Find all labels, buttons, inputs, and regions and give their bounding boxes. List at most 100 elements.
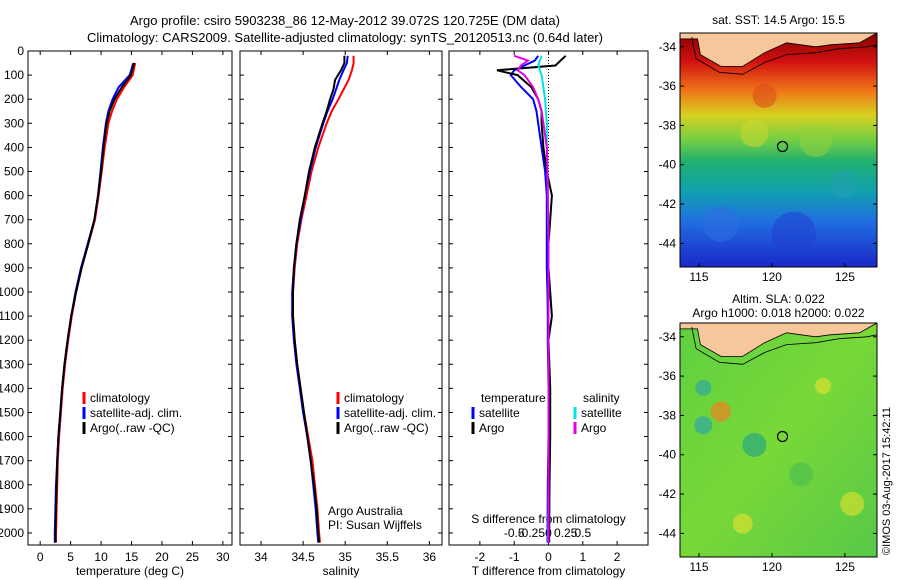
depth-tick-label: 2000 <box>0 526 24 540</box>
sla-blob <box>815 377 832 394</box>
map-x-tick-label: 115 <box>689 270 708 284</box>
depth-tick-label: 1200 <box>0 333 24 347</box>
credit-text-box: ©IMOS 03-Aug-2017 15:42:11 <box>881 407 893 555</box>
x-tick-label: 1 <box>579 550 586 564</box>
figure-title-line2: Climatology: CARS2009. Satellite-adjuste… <box>87 30 603 45</box>
top-tick-label: -0.25 <box>518 526 546 540</box>
x-axis-label: salinity <box>323 564 360 578</box>
depth-tick-label: 1800 <box>0 478 24 492</box>
map-y-tick-label: -38 <box>659 408 677 422</box>
x-tick-label: 36 <box>423 550 437 564</box>
map-y-tick-label: -36 <box>659 79 677 93</box>
x-tick-label: 2 <box>614 550 621 564</box>
profile-panel-2: 34 34.5 35 35.5 36 salinity climatologysatelli… <box>239 50 443 578</box>
map-title-line1: Altim. SLA: 0.022 <box>732 292 825 306</box>
map-y-tick-label: -36 <box>659 369 677 383</box>
x-axis-label: temperature (deg C) <box>76 564 184 578</box>
map-y-tick-label: -42 <box>659 487 677 501</box>
x-tick-label: 15 <box>125 550 139 564</box>
legend-label: Argo <box>479 421 505 435</box>
map-x-tick-label: 120 <box>762 270 782 284</box>
sla-blob <box>840 491 865 516</box>
panel-annotation: PI: Susan Wijffels <box>328 518 422 532</box>
legend-header: temperature <box>481 391 546 405</box>
depth-tick-label: 700 <box>4 213 24 227</box>
x-tick-label: 30 <box>216 550 230 564</box>
panel-frame <box>27 50 233 546</box>
depth-tick-label: 1100 <box>0 309 24 323</box>
x-tick-label: 34 <box>254 550 268 564</box>
sla-blob <box>732 513 753 534</box>
sst-blob <box>752 83 777 108</box>
sst-blob <box>702 205 739 242</box>
x-axis-label: T difference from climatology <box>472 564 626 578</box>
x-tick-label: -2 <box>475 550 486 564</box>
top-tick-label: 0.25 <box>554 526 578 540</box>
map-y-tick-label: -44 <box>659 236 677 250</box>
depth-tick-label: 300 <box>4 116 24 130</box>
map-x-tick-label: 120 <box>762 560 782 574</box>
x-tick-label: 0 <box>37 550 44 564</box>
depth-tick-label: 900 <box>4 261 24 275</box>
credit-text: ©IMOS 03-Aug-2017 15:42:11 <box>881 407 893 555</box>
legend-label: climatology <box>90 391 150 405</box>
legend-header: salinity <box>583 391 620 405</box>
map-title: sat. SST: 14.5 Argo: 15.5 <box>712 13 845 27</box>
series-line <box>513 54 550 543</box>
legend-label: satellite-adj. clim. <box>90 406 182 420</box>
legend-label: Argo(..raw -QC) <box>90 421 175 435</box>
legend-label: Argo(..raw -QC) <box>344 421 429 435</box>
x-tick-label: 0 <box>545 550 552 564</box>
depth-tick-label: 600 <box>4 189 24 203</box>
map-x-tick-label: 115 <box>689 560 708 574</box>
legend-label: satellite <box>479 406 520 420</box>
depth-tick-label: 800 <box>4 237 24 251</box>
map-panel-1: 115 120 125 -34 -36 -38 -40 -42 -44 sat. SST: 14.… <box>659 13 878 284</box>
float-position-marker <box>776 430 789 443</box>
land-mass <box>680 323 877 357</box>
series-line <box>496 55 567 543</box>
depth-tick-label: 1000 <box>0 285 24 299</box>
sst-blob <box>830 170 859 199</box>
x-tick-label: -1 <box>509 550 520 564</box>
depth-tick-label: 1400 <box>0 381 24 395</box>
float-position-marker <box>776 140 789 153</box>
map-frame <box>679 322 878 558</box>
depth-tick-label: 1600 <box>0 430 24 444</box>
sla-blob <box>742 432 767 457</box>
top-tick-label: -0.5 <box>504 526 525 540</box>
x-tick-label: 10 <box>94 550 108 564</box>
map-y-tick-label: -34 <box>659 330 677 344</box>
x-tick-label: 20 <box>155 550 169 564</box>
legend-label: satellite-adj. clim. <box>344 406 436 420</box>
depth-tick-label: 400 <box>4 140 24 154</box>
profile-panel-3: -2 -1 0 1 2T difference from climatology -0.5… <box>448 50 649 578</box>
map-y-tick-label: -44 <box>659 526 677 540</box>
legend-label: Argo <box>581 421 607 435</box>
series-line <box>54 62 135 543</box>
sla-blob <box>789 462 814 487</box>
map-y-tick-label: -40 <box>659 158 677 172</box>
map-y-tick-label: -42 <box>659 197 677 211</box>
x-tick-label: 35.5 <box>376 550 400 564</box>
sla-blob <box>695 379 712 396</box>
panel-annotation: Argo Australia <box>328 504 403 518</box>
map-x-tick-label: 125 <box>835 270 855 284</box>
x-tick-label: 25 <box>186 550 200 564</box>
sst-blob <box>771 211 816 256</box>
map-y-tick-label: -40 <box>659 448 677 462</box>
depth-tick-label: 500 <box>4 164 24 178</box>
profile-panel-1: 0100200300400500600700800900100011001200… <box>0 44 233 578</box>
x-tick-label: 35 <box>339 550 353 564</box>
shelf-contour <box>691 326 877 365</box>
sla-blob <box>694 416 713 435</box>
depth-tick-label: 1500 <box>0 405 24 419</box>
sst-blob <box>740 119 769 148</box>
legend-label: satellite <box>581 406 622 420</box>
figure-title-line1: Argo profile: csiro 5903238_86 12-May-20… <box>130 13 560 28</box>
sst-blob <box>799 125 832 158</box>
legend-label: climatology <box>344 391 404 405</box>
depth-tick-label: 1300 <box>0 357 24 371</box>
